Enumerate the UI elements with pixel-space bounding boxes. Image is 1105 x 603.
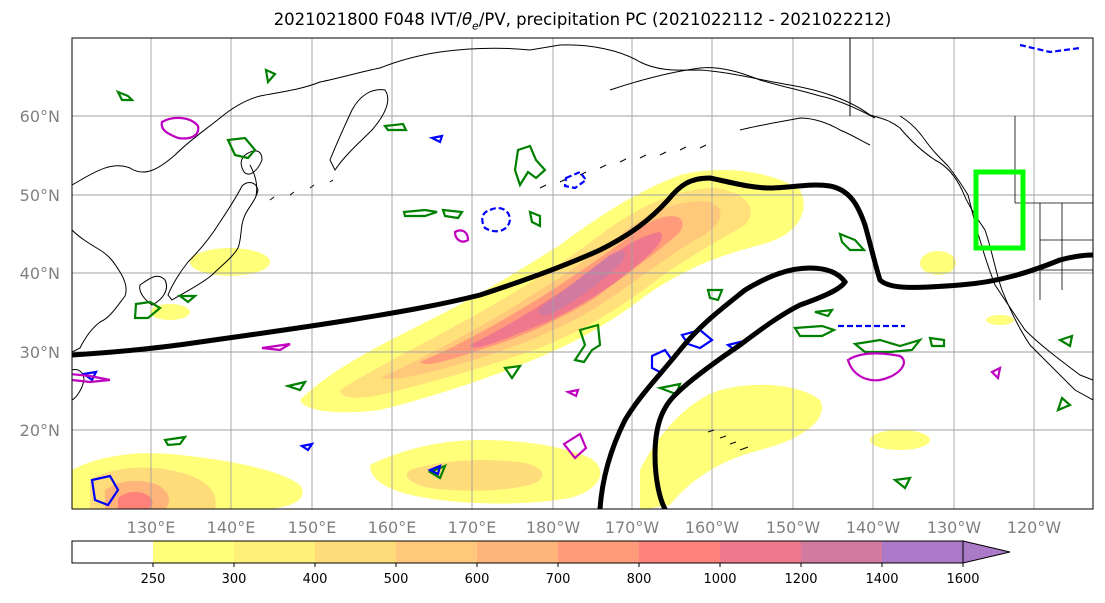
colorbar-labels: 250 300 400 500 600 700 800 1000 1200 1400 1600 (141, 563, 980, 587)
colorbar-segment (720, 541, 802, 563)
colorbar-segment (396, 541, 478, 563)
colorbar-segment (153, 541, 235, 563)
colorbar-segment (72, 541, 154, 563)
colorbar-level-label: 400 (303, 572, 328, 587)
pv-magenta-contours (72, 116, 1002, 460)
ivt-shading (72, 170, 1014, 509)
lon-label-160e: 160°E (368, 518, 417, 537)
colorbar (71, 540, 1011, 564)
longitude-labels: 130°E 140°E 150°E 160°E 170°E 180°W 170°… (127, 518, 1062, 537)
lat-label-40: 40°N (20, 264, 60, 283)
colorbar-level-label: 300 (222, 572, 247, 587)
title-prefix: 2021021800 F048 IVT/ (273, 10, 462, 29)
colorbar-segment (558, 541, 640, 563)
graticule (72, 38, 1093, 509)
colorbar-segment (234, 541, 316, 563)
lon-label-140w: 140°W (846, 518, 901, 537)
title-theta-sub: e (472, 19, 479, 33)
lon-label-130w: 130°W (927, 518, 982, 537)
colorbar-level-label: 800 (627, 572, 652, 587)
colorbar-level-label: 1000 (703, 572, 736, 587)
title-theta: θ (461, 10, 473, 29)
lat-label-50: 50°N (20, 186, 60, 205)
colorbar-level-label: 1600 (946, 572, 979, 587)
lat-label-60: 60°N (20, 107, 60, 126)
colorbar-level-label: 500 (384, 572, 409, 587)
map-title: 2021021800 F048 IVT/θe/PV, precipitation… (0, 10, 1105, 32)
lon-label-150e: 150°E (288, 518, 337, 537)
colorbar-level-label: 600 (465, 572, 490, 587)
lon-label-160w: 160°W (685, 518, 740, 537)
theta-e-contours (72, 175, 1093, 509)
colorbar-segment (477, 541, 559, 563)
map-layers (72, 38, 1093, 509)
colorbar-frame (71, 540, 963, 564)
target-region-box (973, 169, 1026, 251)
lon-label-130e: 130°E (127, 518, 176, 537)
lon-label-120w: 120°W (1007, 518, 1062, 537)
lon-label-170e: 170°E (448, 518, 497, 537)
colorbar-level-label: 1400 (865, 572, 898, 587)
lon-label-150w: 150°W (766, 518, 821, 537)
lat-label-20: 20°N (20, 421, 60, 440)
colorbar-extend-arrow (962, 540, 1011, 564)
colorbar-segment (801, 541, 883, 563)
latitude-labels: 20°N 30°N 40°N 50°N 60°N (20, 107, 60, 440)
colorbar-segment (315, 541, 397, 563)
map-frame (71, 37, 1094, 510)
lat-label-30: 30°N (20, 343, 60, 362)
colorbar-segment (639, 541, 721, 563)
lon-label-170w: 170°W (605, 518, 660, 537)
lon-label-140e: 140°E (207, 518, 256, 537)
colorbar-level-label: 1200 (784, 572, 817, 587)
political-borders (1014, 116, 1093, 300)
colorbar-segment (882, 541, 964, 563)
pv-green-contours (115, 68, 1074, 490)
lon-label-180w: 180°W (526, 518, 581, 537)
colorbar-level-label: 250 (141, 572, 166, 587)
colorbar-level-label: 700 (546, 572, 571, 587)
title-suffix: /PV, precipitation PC (2021022112 - 2021… (478, 10, 892, 29)
